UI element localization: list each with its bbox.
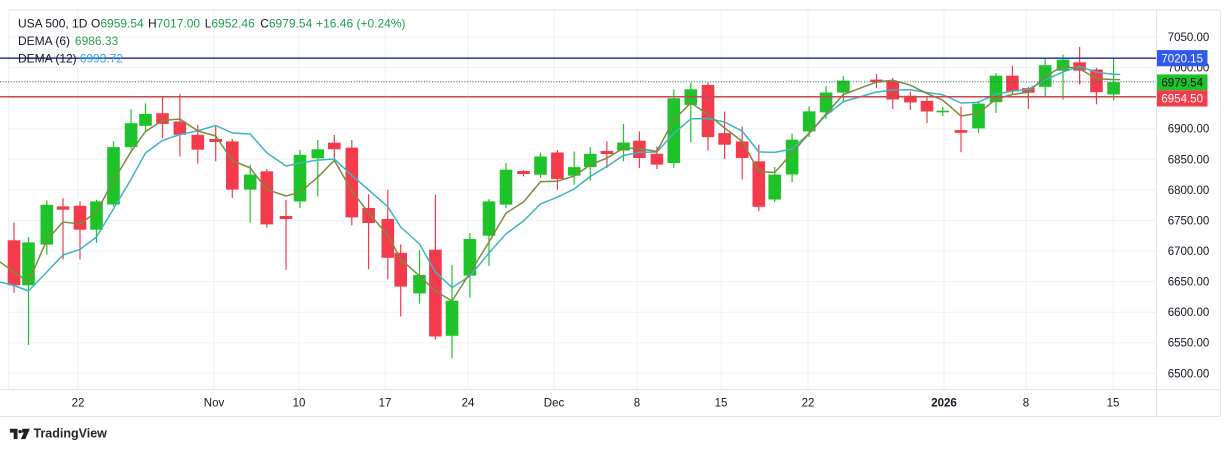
svg-text:24: 24 — [462, 398, 475, 410]
svg-text:7050.00: 7050.00 — [1168, 32, 1210, 44]
svg-text:H7017.00: H7017.00 — [148, 17, 200, 31]
svg-text:6700.00: 6700.00 — [1168, 246, 1210, 258]
svg-text:C6979.54: C6979.54 — [260, 17, 312, 31]
svg-text:22: 22 — [72, 398, 85, 410]
svg-text:L6952.46: L6952.46 — [205, 17, 255, 31]
svg-text:DEMA (12): DEMA (12) — [18, 51, 77, 65]
svg-text:DEMA (6): DEMA (6) — [18, 34, 70, 48]
svg-text:6750.00: 6750.00 — [1168, 215, 1210, 227]
svg-text:15: 15 — [1107, 398, 1120, 410]
svg-text:6900.00: 6900.00 — [1168, 124, 1210, 136]
svg-text:6979.54: 6979.54 — [1161, 77, 1203, 89]
svg-text:6500.00: 6500.00 — [1168, 368, 1210, 380]
svg-text:6800.00: 6800.00 — [1168, 185, 1210, 197]
svg-text:10: 10 — [293, 398, 306, 410]
svg-text:USA 500, 1D: USA 500, 1D — [18, 17, 88, 31]
svg-text:6550.00: 6550.00 — [1168, 338, 1210, 350]
svg-text:2026: 2026 — [931, 398, 957, 410]
svg-text:6993.72: 6993.72 — [80, 51, 124, 65]
svg-text:Dec: Dec — [544, 398, 565, 410]
svg-text:22: 22 — [802, 398, 815, 410]
svg-text:6850.00: 6850.00 — [1168, 154, 1210, 166]
svg-text:TradingView: TradingView — [34, 427, 108, 441]
svg-text:6986.33: 6986.33 — [75, 34, 119, 48]
svg-text:6650.00: 6650.00 — [1168, 277, 1210, 289]
svg-text:+16.46 (+0.24%): +16.46 (+0.24%) — [316, 17, 405, 31]
svg-text:6600.00: 6600.00 — [1168, 307, 1210, 319]
svg-text:Nov: Nov — [204, 398, 225, 410]
svg-text:6954.50: 6954.50 — [1161, 94, 1203, 106]
svg-text:8: 8 — [1023, 398, 1029, 410]
svg-text:8: 8 — [634, 398, 640, 410]
svg-text:O6959.54: O6959.54 — [91, 17, 144, 31]
svg-text:17: 17 — [379, 398, 392, 410]
svg-text:15: 15 — [715, 398, 728, 410]
svg-text:7020.15: 7020.15 — [1161, 53, 1203, 65]
